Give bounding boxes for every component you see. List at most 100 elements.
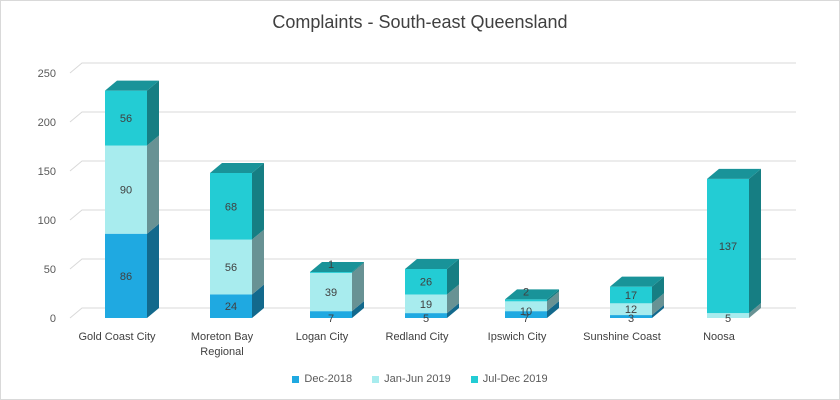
bar-top-face [707, 168, 761, 179]
data-label: 2 [523, 286, 529, 298]
bar-segment [610, 286, 652, 304]
data-label: 24 [225, 301, 237, 313]
legend-swatch [372, 375, 380, 383]
bar-segment [210, 294, 252, 318]
bar-segment-side [547, 291, 559, 312]
bar-segment [505, 299, 547, 302]
gridline [69, 258, 796, 270]
data-label: 19 [420, 299, 432, 311]
bar-segment [707, 178, 749, 314]
bar-segment-side [547, 289, 559, 302]
x-tick-label: Sunshine Coast [583, 331, 661, 343]
bar-segment [405, 313, 447, 318]
bar-segment-side [252, 162, 264, 240]
bar-segment-side [447, 284, 459, 314]
data-label: 90 [120, 185, 132, 197]
bar-segment-side [447, 303, 459, 318]
data-label: 1 [328, 259, 334, 271]
data-label: 137 [719, 241, 737, 253]
legend-swatch [470, 375, 478, 383]
bar-segment-side [749, 303, 761, 318]
legend-item: Jan-Jun 2019 [372, 373, 451, 385]
bar-segment [210, 172, 252, 240]
bar-segment [310, 272, 352, 312]
bar-segment [505, 311, 547, 318]
legend: Dec-2018 Jan-Jun 2019 Jul-Dec 2019 [0, 373, 840, 385]
bar-top-face [105, 80, 159, 91]
data-label: 56 [120, 113, 132, 125]
gridline [69, 111, 796, 123]
bar-segment [105, 145, 147, 234]
legend-swatch [292, 375, 300, 383]
bar-segment-side [352, 262, 364, 312]
bar-segment [405, 269, 447, 295]
bar-segment [105, 233, 147, 318]
bar-segment-side [352, 261, 364, 273]
bar-segment-side [447, 259, 459, 295]
y-tick-label: 50 [44, 264, 56, 276]
bar-segment [505, 301, 547, 312]
bar-segment-side [652, 276, 664, 304]
x-tick-label: Noosa [703, 331, 736, 343]
bar-segment [707, 313, 749, 318]
legend-label: Jan-Jun 2019 [384, 373, 451, 385]
bar-top-face [405, 259, 459, 269]
bar-segment [610, 315, 652, 318]
bar-top-face [505, 289, 559, 300]
data-label: 17 [625, 290, 637, 302]
data-label: 5 [423, 313, 429, 325]
gridline [69, 209, 796, 221]
bar-segment [310, 311, 352, 318]
data-label: 68 [225, 201, 237, 213]
legend-label: Jul-Dec 2019 [482, 373, 548, 385]
data-label: 10 [520, 306, 532, 318]
bar-segment [310, 271, 352, 273]
gridline [69, 160, 796, 172]
bar-segment-side [147, 223, 159, 318]
y-tick-label: 150 [38, 166, 56, 178]
gridline [69, 62, 796, 74]
bar-segment-side [749, 168, 761, 314]
data-label: 7 [328, 313, 334, 325]
y-tick-label: 100 [38, 215, 56, 227]
y-tick-label: 0 [50, 313, 56, 325]
legend-item: Jul-Dec 2019 [470, 373, 548, 385]
x-tick-label: Gold Coast City [78, 331, 156, 343]
y-tick-label: 200 [38, 117, 56, 129]
bar-segment [105, 90, 147, 146]
bar-segment-side [652, 293, 664, 316]
bar-segment-side [252, 229, 264, 295]
data-label: 56 [225, 262, 237, 274]
bar-top-face [310, 261, 364, 272]
bar-segment-side [147, 135, 159, 234]
x-tick-label: Moreton Bay Regional [191, 331, 254, 358]
data-label: 39 [325, 287, 337, 299]
data-label: 26 [420, 277, 432, 289]
bar-segment-side [652, 305, 664, 318]
bar-top-face [210, 162, 264, 173]
chart-title: Complaints - South-east Queensland [272, 12, 568, 32]
legend-item: Dec-2018 [292, 373, 352, 385]
data-label: 86 [120, 271, 132, 283]
bar-top-face [610, 276, 664, 287]
bar-segment-side [252, 284, 264, 318]
bars [105, 80, 761, 318]
bar-segment [210, 239, 252, 295]
x-axis: Gold Coast City Moreton Bay Regional Logan … [78, 331, 735, 358]
bar-segment-side [147, 80, 159, 146]
data-label: 7 [523, 313, 529, 325]
bar-segment [610, 303, 652, 316]
x-tick-label: Logan City [296, 331, 349, 343]
bar-segment-side [352, 301, 364, 318]
x-tick-label: Redland City [386, 331, 449, 343]
x-tick-label: Ipswich City [488, 331, 547, 343]
data-label: 5 [725, 313, 731, 325]
data-label: 3 [628, 313, 634, 325]
data-label: 12 [625, 304, 637, 316]
y-tick-label: 250 [38, 68, 56, 80]
bar-segment [405, 294, 447, 314]
gridlines [69, 62, 796, 319]
y-axis: 0 50 100 150 200 250 [38, 68, 56, 325]
